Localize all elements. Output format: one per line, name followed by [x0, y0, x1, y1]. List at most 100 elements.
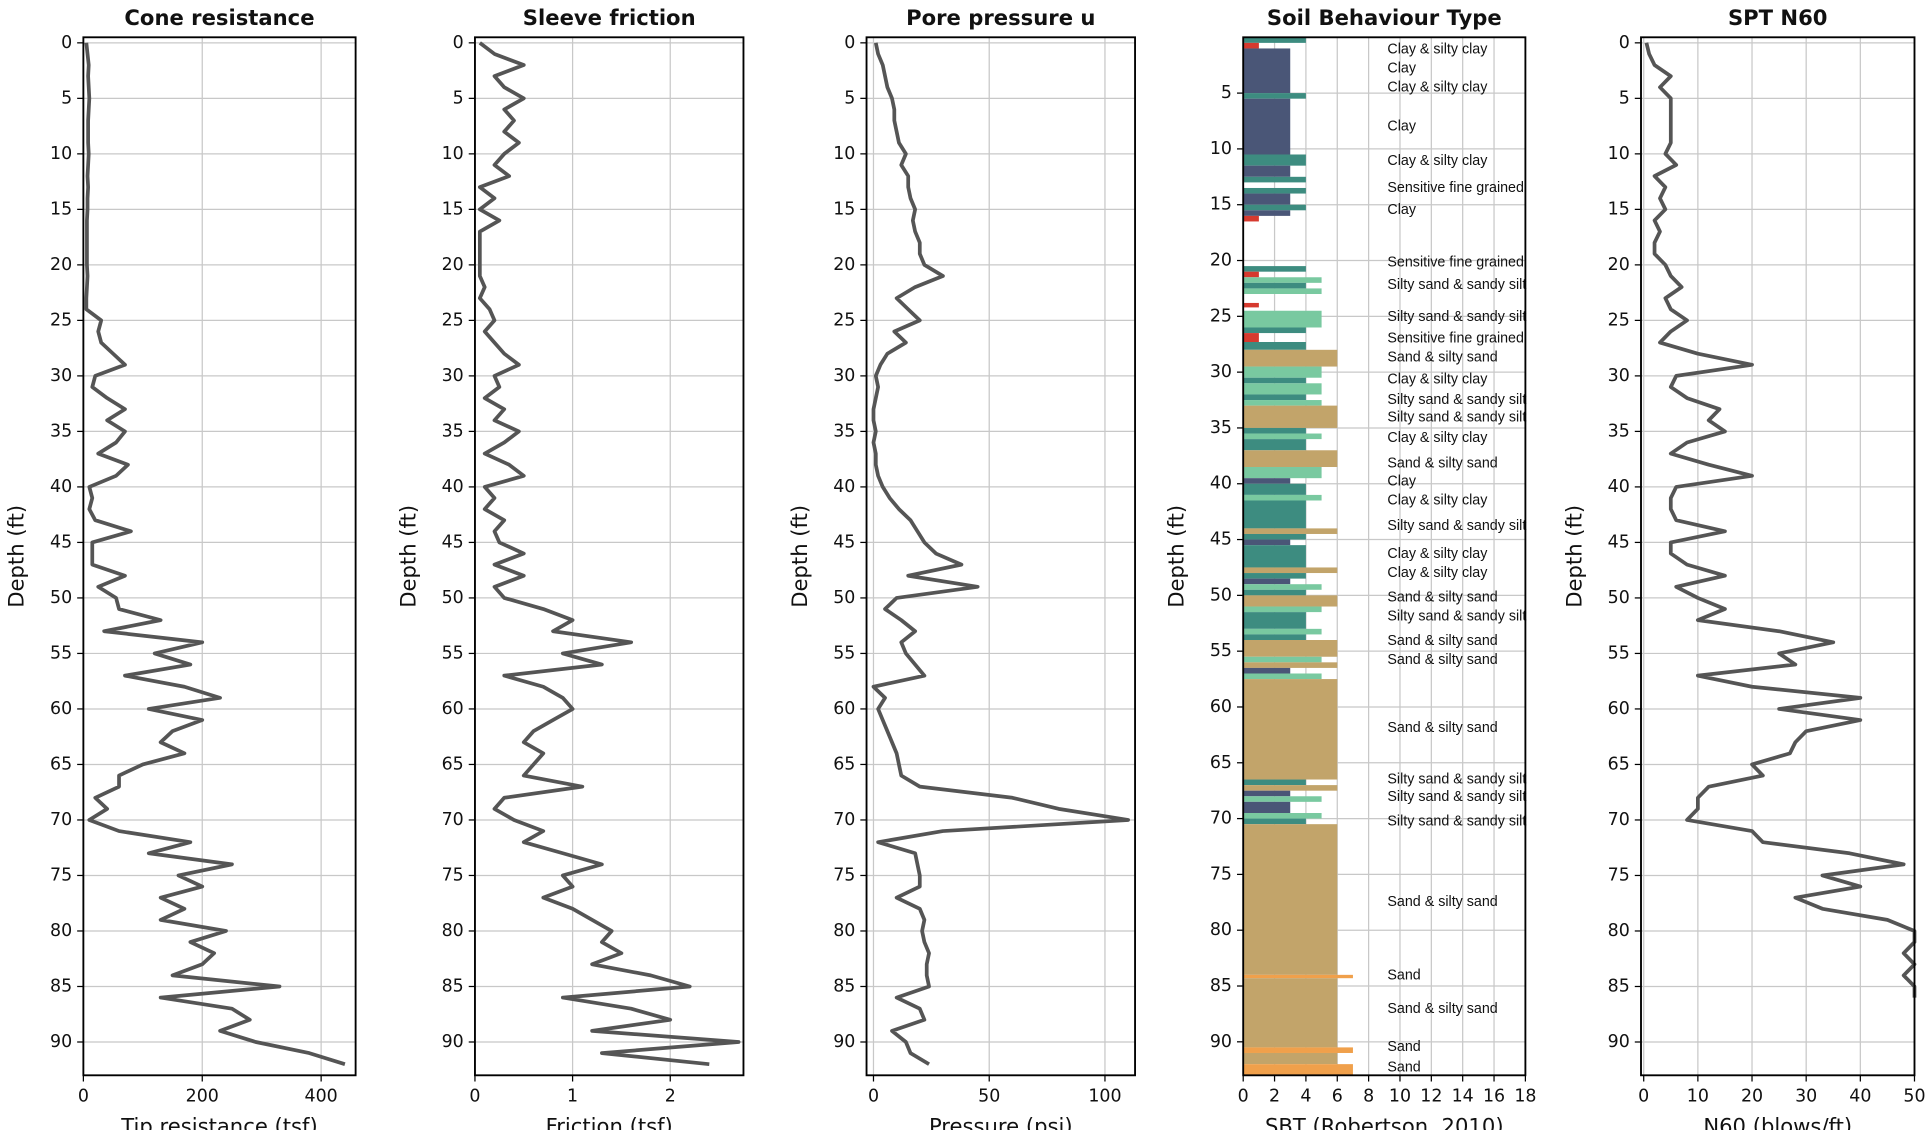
- sbt-label: Sand: [1387, 1039, 1420, 1055]
- sbt-label: Silty sand & sandy silt: [1387, 518, 1526, 534]
- y-tick-label: 65: [1210, 753, 1232, 773]
- x-tick-label: 2: [1269, 1086, 1280, 1106]
- sbt-layer: [1243, 628, 1322, 635]
- sbt-layer: [1243, 400, 1322, 406]
- y-tick-label: 40: [833, 477, 855, 497]
- sbt-label: Clay: [1387, 202, 1416, 218]
- sbt-layer: [1243, 154, 1306, 166]
- sbt-layer: [1243, 439, 1306, 451]
- sbt-layer: [1243, 271, 1259, 278]
- sbt-label: Silty sand & sandy silt: [1387, 410, 1526, 426]
- y-tick-label: 5: [844, 88, 855, 108]
- sbt-layer: [1243, 215, 1259, 222]
- y-tick-label: 5: [453, 88, 464, 108]
- x-tick-label: 16: [1483, 1086, 1505, 1106]
- sbt-layer: [1243, 310, 1322, 328]
- y-tick-label: 20: [1210, 251, 1232, 271]
- y-tick-label: 90: [833, 1032, 855, 1052]
- y-axis-label: Depth (ft): [1164, 505, 1189, 608]
- sbt-layer: [1243, 277, 1322, 283]
- y-tick-label: 25: [833, 310, 855, 330]
- panel-title: Cone resistance: [124, 5, 314, 30]
- y-tick-label: 5: [1221, 83, 1232, 103]
- y-tick-label: 25: [442, 310, 464, 330]
- y-tick-label: 80: [1608, 921, 1630, 941]
- sbt-layer: [1243, 528, 1338, 534]
- sbt-layer: [1243, 193, 1291, 205]
- sbt-layer: [1243, 483, 1306, 495]
- sbt-label: Silty sand & sandy silt: [1387, 771, 1526, 787]
- y-tick-label: 35: [50, 421, 72, 441]
- x-tick-label: 12: [1420, 1086, 1442, 1106]
- y-tick-label: 45: [442, 532, 464, 552]
- y-tick-label: 35: [442, 421, 464, 441]
- sbt-layer: [1243, 545, 1306, 568]
- y-tick-label: 45: [1608, 532, 1630, 552]
- y-tick-label: 75: [442, 865, 464, 885]
- sbt-label: Silty sand & sandy silt: [1387, 277, 1526, 293]
- y-axis-label: Depth (ft): [4, 505, 29, 608]
- sbt-label: Sand & silty sand: [1387, 894, 1497, 910]
- sbt-label: Silty sand & sandy silt: [1387, 789, 1526, 805]
- x-tick-label: 0: [868, 1086, 879, 1106]
- sbt-label: Sensitive fine grained: [1387, 255, 1524, 271]
- x-tick-label: 18: [1514, 1086, 1536, 1106]
- y-tick-label: 50: [1608, 588, 1630, 608]
- plot-frame: [865, 36, 1136, 1077]
- sbt-layer: [1243, 801, 1291, 814]
- x-tick-label: 2: [665, 1086, 676, 1106]
- x-tick-label: 0: [1638, 1086, 1649, 1106]
- y-tick-label: 35: [833, 421, 855, 441]
- sbt-layer: [1243, 818, 1306, 825]
- sbt-layer: [1243, 595, 1338, 607]
- y-tick-label: 5: [1619, 88, 1630, 108]
- y-tick-label: 60: [1210, 697, 1232, 717]
- y-tick-label: 30: [1210, 362, 1232, 382]
- y-tick-label: 40: [50, 477, 72, 497]
- y-tick-label: 15: [1210, 195, 1232, 215]
- sbt-label: Silty sand & sandy silt: [1387, 309, 1526, 325]
- y-tick-label: 30: [1608, 366, 1630, 386]
- x-tick-label: 1: [567, 1086, 578, 1106]
- sbt-layer: [1243, 176, 1306, 183]
- sbt-layer: [1243, 673, 1322, 680]
- sbt-layer: [1243, 366, 1322, 378]
- sbt-layer: [1243, 427, 1306, 434]
- y-tick-label: 65: [50, 754, 72, 774]
- y-axis-label: Depth (ft): [1561, 505, 1586, 608]
- sbt-label: Clay: [1387, 118, 1416, 134]
- y-tick-label: 70: [833, 810, 855, 830]
- plot-frame: [1640, 36, 1916, 1077]
- y-tick-label: 75: [833, 865, 855, 885]
- sbt-layer: [1243, 667, 1291, 674]
- sbt-layer: [1243, 333, 1259, 342]
- sbt-layer: [1243, 377, 1306, 384]
- sbt-label: Clay: [1387, 60, 1416, 76]
- x-tick-label: 400: [305, 1086, 338, 1106]
- y-tick-label: 30: [833, 366, 855, 386]
- sbt-layer: [1243, 37, 1306, 43]
- y-tick-label: 10: [833, 144, 855, 164]
- sbt-label: Clay & silty clay: [1387, 430, 1488, 446]
- y-tick-label: 75: [50, 865, 72, 885]
- sbt-layer: [1243, 341, 1306, 350]
- x-tick-label: 50: [1903, 1086, 1925, 1106]
- y-tick-label: 85: [50, 976, 72, 996]
- sbt-layer: [1243, 478, 1291, 484]
- sbt-label: Sand & silty sand: [1387, 1001, 1497, 1017]
- sbt-layer: [1243, 978, 1338, 1048]
- sbt-layer: [1243, 612, 1306, 629]
- y-tick-label: 60: [50, 699, 72, 719]
- panel-title: Pore pressure u: [906, 5, 1095, 30]
- log-line: [871, 42, 1130, 1066]
- sbt-layer: [1243, 824, 1338, 975]
- y-tick-label: 90: [442, 1032, 464, 1052]
- y-tick-label: 90: [50, 1032, 72, 1052]
- sbt-label: Clay: [1387, 473, 1416, 489]
- y-tick-label: 85: [1210, 976, 1232, 996]
- sbt-label: Clay & silty clay: [1387, 79, 1488, 95]
- sbt-layer: [1243, 779, 1306, 786]
- sbt-layer: [1243, 48, 1291, 94]
